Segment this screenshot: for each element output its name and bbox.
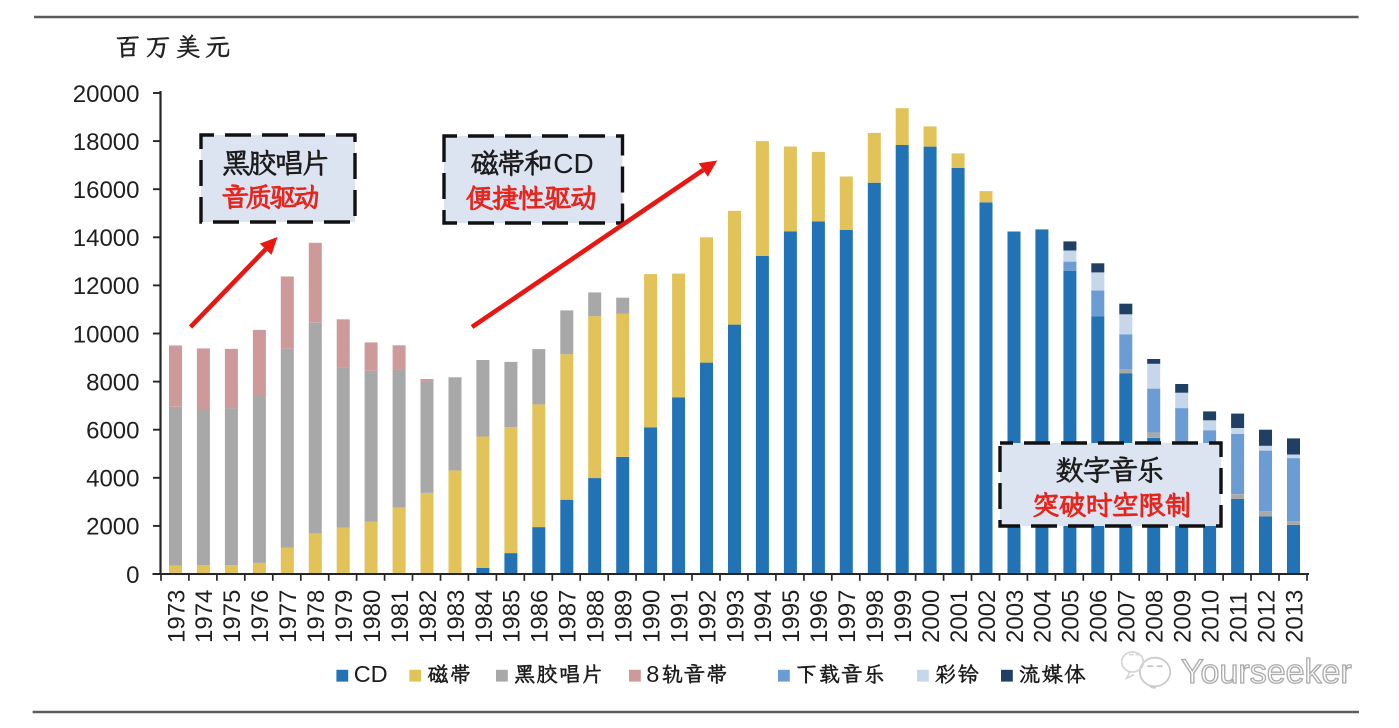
svg-text:2011: 2011 <box>1225 591 1252 643</box>
svg-text:14000: 14000 <box>73 225 140 252</box>
svg-text:2000: 2000 <box>918 590 945 643</box>
svg-text:1977: 1977 <box>275 590 302 643</box>
svg-text:1978: 1978 <box>303 590 330 643</box>
svg-text:8: 8 <box>646 661 659 687</box>
svg-text:0: 0 <box>126 562 139 589</box>
svg-text:20000: 20000 <box>73 81 140 108</box>
svg-text:1985: 1985 <box>499 590 526 643</box>
svg-text:2006: 2006 <box>1086 590 1113 643</box>
svg-text:16000: 16000 <box>73 177 140 204</box>
svg-text:1986: 1986 <box>527 590 554 643</box>
svg-text:2010: 2010 <box>1197 590 1224 643</box>
svg-text:Yourseeker: Yourseeker <box>1181 653 1352 691</box>
svg-text:1979: 1979 <box>331 590 358 643</box>
svg-text:4000: 4000 <box>86 466 139 493</box>
svg-text:1990: 1990 <box>638 590 665 643</box>
svg-text:2004: 2004 <box>1030 590 1057 643</box>
svg-text:1995: 1995 <box>778 590 805 643</box>
svg-text:18000: 18000 <box>73 129 140 156</box>
svg-text:8000: 8000 <box>86 369 139 396</box>
svg-text:1984: 1984 <box>471 590 498 643</box>
svg-text:2000: 2000 <box>86 514 139 541</box>
svg-text:2002: 2002 <box>974 590 1001 643</box>
svg-text:1983: 1983 <box>443 590 470 643</box>
svg-text:1982: 1982 <box>415 590 442 643</box>
svg-text:1997: 1997 <box>834 590 861 643</box>
svg-text:1980: 1980 <box>359 590 386 643</box>
svg-text:2001: 2001 <box>946 590 973 643</box>
svg-text:1981: 1981 <box>387 590 414 643</box>
svg-text:1993: 1993 <box>722 590 749 643</box>
svg-text:2012: 2012 <box>1253 590 1280 643</box>
svg-text:1998: 1998 <box>862 590 889 643</box>
svg-text:10000: 10000 <box>73 321 140 348</box>
svg-text:1974: 1974 <box>191 590 218 643</box>
svg-text:1994: 1994 <box>750 590 777 643</box>
svg-text:2008: 2008 <box>1142 590 1169 643</box>
svg-text:2009: 2009 <box>1170 590 1197 643</box>
svg-text:2005: 2005 <box>1058 590 1085 643</box>
svg-text:1992: 1992 <box>694 590 721 643</box>
svg-text:1996: 1996 <box>806 590 833 643</box>
svg-text:2013: 2013 <box>1281 590 1308 643</box>
svg-text:CD: CD <box>354 661 388 687</box>
svg-text:CD: CD <box>553 148 593 179</box>
svg-text:2003: 2003 <box>1002 590 1029 643</box>
svg-text:2007: 2007 <box>1114 590 1141 643</box>
svg-text:1989: 1989 <box>611 590 638 643</box>
svg-text:1975: 1975 <box>219 590 246 643</box>
svg-text:1999: 1999 <box>890 590 917 643</box>
svg-text:6000: 6000 <box>86 418 139 445</box>
svg-text:12000: 12000 <box>73 273 140 300</box>
svg-text:1987: 1987 <box>555 590 582 643</box>
svg-text:1991: 1991 <box>666 590 693 643</box>
svg-text:1973: 1973 <box>163 590 190 643</box>
svg-text:1988: 1988 <box>583 590 610 643</box>
svg-text:1976: 1976 <box>247 590 274 643</box>
